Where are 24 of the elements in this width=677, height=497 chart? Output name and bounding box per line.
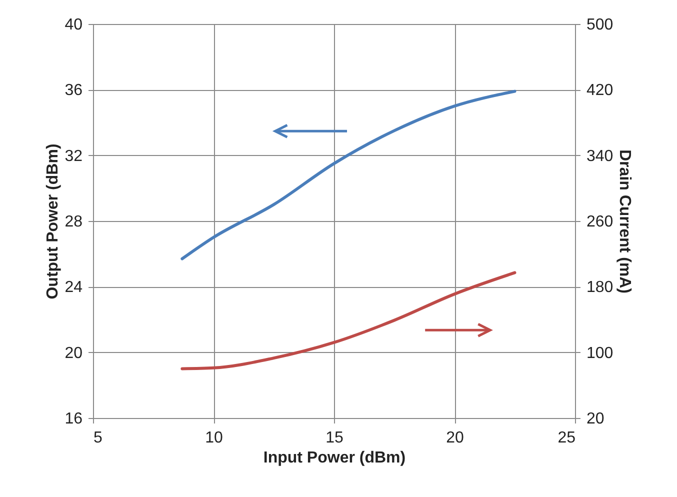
y-tick-label: 32 [64,148,83,165]
x-tick-label: 5 [94,430,102,446]
y-tick-label: 24 [64,279,83,296]
x-axis-title: Input Power (dBm) [263,450,406,466]
y2-tick-label: 100 [586,344,614,362]
y2-tick-label: 260 [586,214,614,230]
y-tick-label: 28 [64,214,83,230]
y2-tick-label: 420 [586,82,614,100]
y-tick-label: 16 [64,410,83,428]
y2-tick-label: 180 [586,279,614,296]
y2-tick-label: 20 [586,410,604,428]
y2-tick-label: 340 [586,148,614,165]
x-tick-label: 15 [326,430,344,446]
y-axis-title: Output Power (dBm) [44,144,62,300]
y2-tick-label: 500 [586,16,614,34]
line-series [180,271,516,370]
x-tick-label: 25 [558,430,576,446]
x-tick-label: 20 [446,430,464,446]
y-tick-label: 20 [64,344,83,362]
x-tick-label: 10 [205,430,223,446]
y-tick-label: 40 [64,16,83,34]
y-tick-label: 36 [64,82,83,100]
line-series [180,90,516,260]
y2-axis-title: Drain Current (mA) [616,149,634,294]
